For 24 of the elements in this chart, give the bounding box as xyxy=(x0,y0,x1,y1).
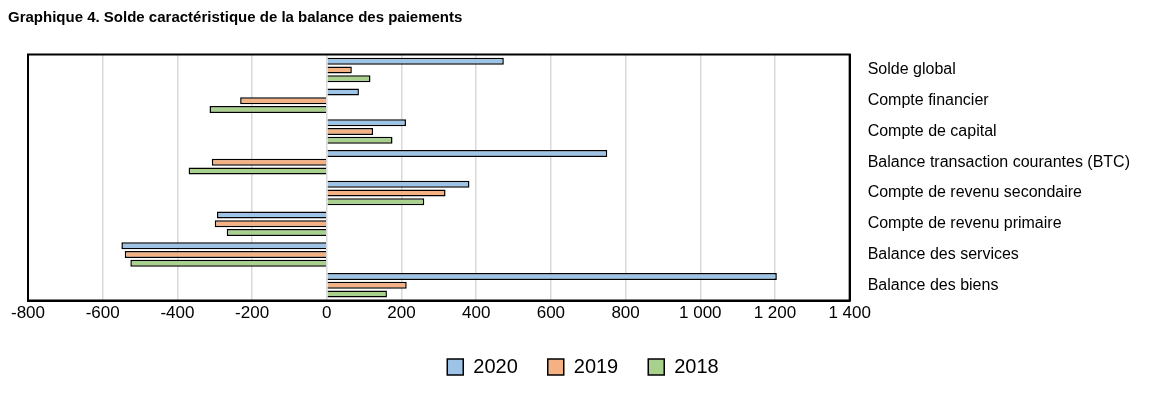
x-tick-label: 400 xyxy=(461,303,491,323)
y-tick-label: Solde global xyxy=(867,60,956,78)
x-tick-label: 200 xyxy=(387,303,416,323)
chart-title: Graphique 4. Solde caractéristique de la balance des paiements xyxy=(8,8,464,25)
legend-label: 2018 xyxy=(674,354,719,377)
x-tick-label: 1 400 xyxy=(828,303,871,323)
x-tick-label: 1 200 xyxy=(753,303,797,323)
x-tick-label: -400 xyxy=(160,303,195,323)
x-tick-label: -800 xyxy=(11,303,46,323)
y-tick-label: Compte financier xyxy=(867,91,990,109)
x-tick-label: 0 xyxy=(322,303,332,323)
y-tick-label: Compte de capital xyxy=(867,121,997,139)
y-tick-label: Balance des biens xyxy=(867,275,999,293)
x-tick-label: -600 xyxy=(85,303,120,323)
y-tick-label: Balance transaction courantes (BTC) xyxy=(867,152,1130,170)
legend-label: 2020 xyxy=(473,354,518,377)
x-tick-label: -200 xyxy=(235,303,270,323)
x-tick-label: 800 xyxy=(611,303,640,323)
y-tick-label: Compte de revenu secondaire xyxy=(867,183,1083,201)
y-tick-label: Balance des services xyxy=(867,244,1019,262)
legend-label: 2019 xyxy=(573,354,619,377)
x-tick-label: 600 xyxy=(536,303,566,323)
y-tick-label: Compte de revenu primaire xyxy=(867,214,1062,232)
x-tick-label: 1 000 xyxy=(678,303,722,323)
